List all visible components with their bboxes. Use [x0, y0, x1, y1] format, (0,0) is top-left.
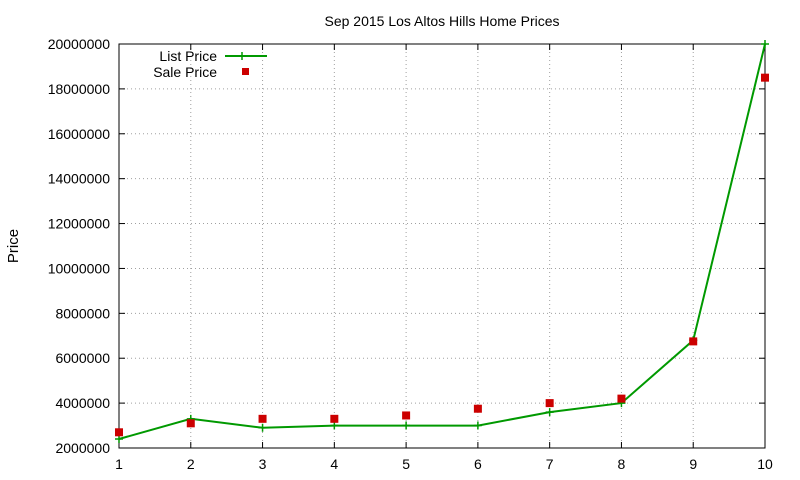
- x-tick-label: 10: [757, 456, 773, 472]
- y-tick-label: 4000000: [55, 395, 110, 411]
- x-tick-label: 9: [689, 456, 697, 472]
- list-price-point: [330, 421, 339, 430]
- x-tick-label: 3: [259, 456, 267, 472]
- y-tick-label: 12000000: [48, 216, 111, 232]
- sale-price-point: [330, 414, 339, 423]
- legend-marker-list-price: [238, 52, 246, 60]
- x-tick-label: 4: [330, 456, 338, 472]
- legend: List Price Sale Price: [153, 48, 267, 80]
- sale-price-point: [402, 411, 411, 420]
- x-tick-label: 2: [187, 456, 195, 472]
- list-price-point: [761, 40, 769, 48]
- x-tick-label: 6: [474, 456, 482, 472]
- list-price-point: [115, 435, 123, 444]
- plot-frame: [118, 43, 766, 449]
- list-price-point: [545, 408, 554, 417]
- y-tick-label: 2000000: [55, 440, 110, 456]
- sale-price-point: [545, 399, 554, 408]
- series-line-list-price: [118, 43, 766, 440]
- sale-price-point: [258, 414, 267, 423]
- sale-price-point: [617, 394, 626, 403]
- list-price-point: [473, 421, 482, 430]
- y-tick-label: 18000000: [48, 81, 111, 97]
- chart-title: Sep 2015 Los Altos Hills Home Prices: [325, 13, 560, 29]
- y-tick-label: 10000000: [48, 260, 111, 276]
- y-tick-label: 14000000: [48, 171, 111, 187]
- sale-price-point: [689, 337, 698, 346]
- x-tick-label: 5: [402, 456, 410, 472]
- y-axis-label: Price: [5, 229, 22, 263]
- legend-marker-sale-price: [242, 68, 249, 75]
- list-price-point: [402, 421, 411, 430]
- y-tick-label: 20000000: [48, 36, 111, 52]
- x-tick-label: 1: [115, 456, 123, 472]
- x-tick-label: 7: [546, 456, 554, 472]
- sale-price-point: [186, 419, 195, 428]
- axis-ticks: [118, 43, 766, 449]
- y-tick-label: 6000000: [55, 350, 110, 366]
- grid-lines: [119, 44, 765, 448]
- legend-label-sale-price: Sale Price: [153, 64, 217, 80]
- y-tick-label: 16000000: [48, 126, 111, 142]
- x-tick-label: 8: [618, 456, 626, 472]
- series-layer: [115, 40, 769, 444]
- y-tick-label: 8000000: [55, 305, 110, 321]
- y-axis-tick-labels: 2000000 4000000 6000000 8000000 10000000 1200…: [48, 36, 111, 456]
- legend-label-list-price: List Price: [159, 48, 217, 64]
- sale-price-point: [761, 73, 769, 82]
- list-price-point: [258, 423, 267, 432]
- sale-price-point: [115, 428, 123, 437]
- x-axis-tick-labels: 1 2 3 4 5 6 7 8 9 10: [115, 456, 773, 472]
- sale-price-point: [473, 404, 482, 413]
